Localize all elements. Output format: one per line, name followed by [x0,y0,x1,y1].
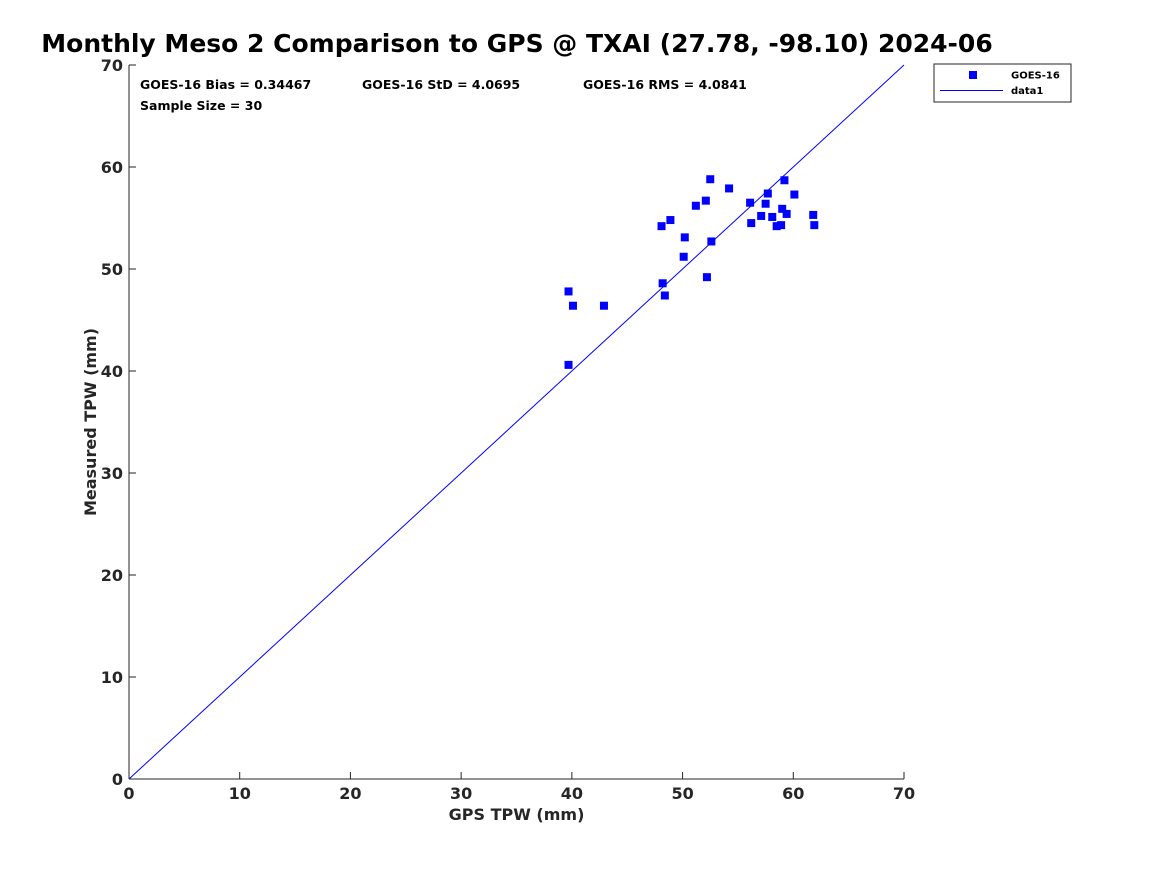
y-tick-label: 20 [101,566,123,585]
scatter-point [701,196,710,205]
scatter-point [725,184,734,193]
std-annotation: GOES-16 StD = 4.0695 [362,77,520,92]
legend-label-goes16: GOES-16 [1011,71,1060,82]
reference-line-series [128,64,905,780]
scatter-point [757,211,766,220]
sample-size-annotation: Sample Size = 30 [140,98,262,113]
chart-title: Monthly Meso 2 Comparison to GPS @ TXAI … [41,29,992,58]
scatter-point [702,273,711,282]
x-tick-label: 0 [123,784,134,803]
x-tick-label: 50 [671,784,693,803]
rms-annotation: GOES-16 RMS = 4.0841 [583,77,747,92]
y-tick-label: 10 [101,668,123,687]
scatter-point [657,222,666,231]
y-axis-ticks: 0 10 20 30 40 50 60 70 [101,56,136,789]
scatter-point [666,216,675,225]
data1-line [128,64,905,780]
scatter-point [761,199,770,208]
scatter-point [746,198,755,207]
scatter-point [568,301,577,310]
scatter-point [599,301,608,310]
scatter-series [564,175,819,369]
scatter-point [763,189,772,198]
scatter-point [680,233,689,242]
x-tick-label: 20 [339,784,361,803]
legend-box [933,63,1072,103]
x-tick-label: 70 [893,784,915,803]
legend-label-data1: data1 [1011,86,1043,97]
x-tick-label: 10 [229,784,251,803]
x-tick-label: 60 [782,784,804,803]
scatter-point [772,222,781,231]
bias-annotation: GOES-16 Bias = 0.34467 [140,77,311,92]
y-tick-label: 0 [112,770,123,789]
scatter-point [564,360,573,369]
x-axis-ticks: 0 10 20 30 40 50 60 70 [123,772,915,803]
scatter-point [790,190,799,199]
legend-marker-goes16 [969,71,977,79]
plot-area: 0 10 20 30 40 50 60 70 0 10 20 30 40 50 60 70 [101,56,915,803]
scatter-point [780,176,789,185]
scatter-point [778,204,787,213]
y-tick-label: 50 [101,260,123,279]
legend: GOES-16 data1 [933,63,1072,103]
scatter-point [768,212,777,221]
scatter-point [691,201,700,210]
scatter-point [706,175,715,184]
scatter-point [810,221,819,230]
scatter-point [747,219,756,228]
y-tick-label: 30 [101,464,123,483]
y-axis-label: Measured TPW (mm) [81,328,100,516]
scatter-point [658,279,667,288]
scatter-point [707,237,716,246]
x-tick-label: 30 [450,784,472,803]
scatter-point [809,210,818,219]
y-tick-label: 40 [101,362,123,381]
x-axis-label: GPS TPW (mm) [449,805,585,824]
y-tick-label: 70 [101,56,123,75]
scatter-point [564,287,573,296]
scatter-point [660,291,669,300]
scatter-point [679,252,688,261]
scatter-point [777,221,786,230]
x-tick-label: 40 [561,784,583,803]
scatter-point [782,209,791,218]
y-tick-label: 60 [101,158,123,177]
